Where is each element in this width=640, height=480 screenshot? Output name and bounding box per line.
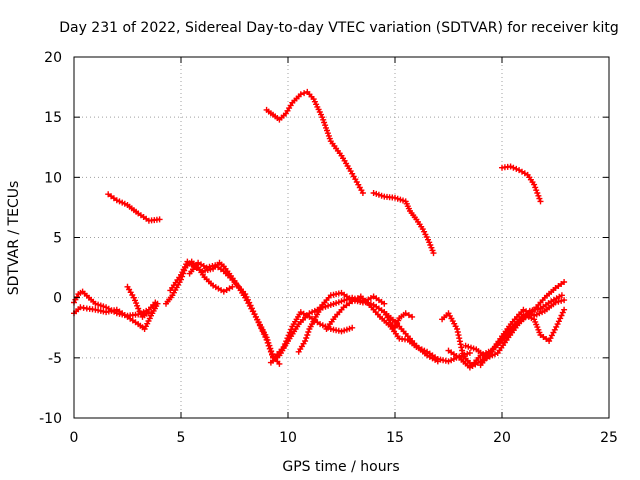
data-point (561, 279, 568, 285)
data-point (349, 324, 356, 331)
data-point (152, 299, 159, 306)
data-point (537, 198, 544, 205)
data-point (203, 264, 210, 271)
x-tick-label: 25 (600, 430, 618, 446)
data-point (561, 306, 568, 313)
series-arc-2 (263, 88, 366, 196)
y-tick-label: -10 (39, 411, 62, 427)
data-point (303, 335, 310, 341)
x-tick-label: 15 (386, 430, 404, 446)
y-tick-label: -5 (48, 351, 62, 367)
data-point (555, 298, 562, 305)
data-point (534, 190, 541, 196)
x-axis-label: GPS time / hours (282, 459, 399, 475)
data-point (301, 90, 308, 97)
data-point (535, 192, 542, 199)
data-point (285, 332, 292, 339)
data-point (402, 310, 409, 317)
y-tick-label: 20 (44, 50, 62, 66)
data-point (145, 309, 152, 316)
data-point (359, 190, 366, 196)
data-point (206, 263, 213, 270)
x-tick-label: 5 (177, 430, 186, 446)
data-point (409, 313, 416, 320)
data-point (510, 164, 517, 171)
data-point (561, 297, 568, 304)
data-point (284, 335, 291, 342)
data-point (266, 345, 273, 352)
x-tick-label: 20 (493, 430, 511, 446)
data-point (265, 342, 272, 349)
data-point (297, 91, 304, 98)
series-line (169, 260, 281, 365)
series-arc-19 (477, 297, 568, 369)
y-axis-label: SDTVAR / TECUs (6, 181, 22, 296)
series-arc-15 (381, 309, 416, 331)
data-point (304, 332, 311, 338)
data-point (558, 297, 565, 304)
data-point (95, 301, 102, 308)
data-point (247, 302, 254, 309)
y-tick-label: 0 (53, 291, 62, 307)
y-tick-label: 15 (44, 110, 62, 126)
series-arc-4 (499, 163, 544, 205)
data-point (513, 165, 520, 172)
x-tick-label: 0 (70, 430, 79, 446)
series-arc-7 (124, 283, 152, 320)
data-point (533, 187, 540, 194)
data-point (283, 338, 290, 345)
grid-layer (74, 57, 609, 418)
series-arc-10 (186, 259, 276, 361)
series-line (441, 280, 566, 367)
data-point (536, 195, 543, 202)
series-layer (71, 88, 568, 371)
data-point (267, 348, 274, 355)
y-tick-label: 10 (44, 170, 62, 186)
data-point (552, 299, 559, 306)
data-point (305, 329, 312, 335)
data-point (429, 247, 436, 254)
data-point (276, 360, 283, 367)
chart-title: Day 231 of 2022, Sidereal Day-to-day VTE… (59, 20, 619, 36)
series-arc-16 (439, 279, 568, 369)
data-point (280, 344, 287, 350)
series-arc-3 (370, 190, 437, 257)
x-tick-label: 10 (279, 430, 297, 446)
data-point (532, 184, 539, 191)
data-point (405, 312, 412, 319)
data-point (430, 250, 437, 257)
series-arc-12 (272, 309, 356, 360)
data-point (322, 122, 329, 129)
data-point (209, 263, 216, 269)
y-tick-label: 5 (53, 231, 62, 247)
data-point (466, 350, 473, 356)
data-point (325, 132, 332, 139)
data-point (381, 300, 388, 307)
data-point (269, 351, 275, 358)
data-point (263, 336, 270, 343)
data-point (302, 338, 309, 344)
data-point (264, 339, 271, 346)
data-point (156, 216, 163, 223)
tick-layer: 0 5 10 15 20 25 -10 -5 0 5 10 15 20 (39, 50, 618, 446)
data-point (229, 283, 236, 290)
series-arc-9 (167, 258, 283, 367)
data-point (531, 181, 538, 188)
data-point (558, 292, 565, 299)
data-point (288, 326, 295, 333)
series-arc-1 (105, 191, 163, 224)
data-point (507, 163, 514, 170)
data-point (458, 344, 465, 351)
